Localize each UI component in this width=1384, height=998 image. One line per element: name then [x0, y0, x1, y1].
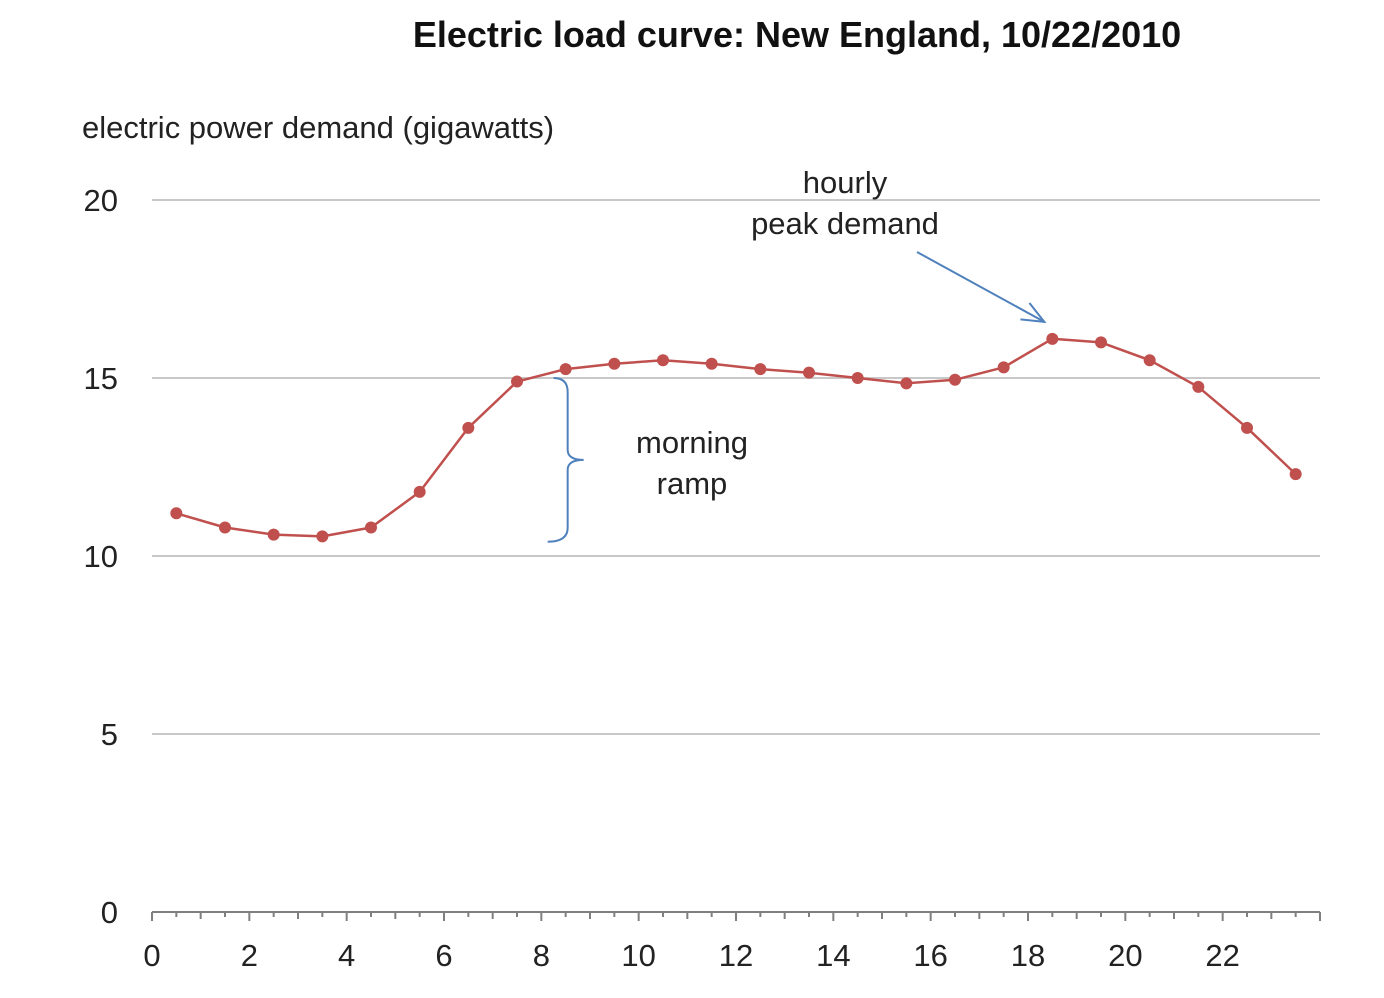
data-point-hour-6	[462, 421, 475, 434]
y-tick-label-15: 15	[84, 361, 118, 396]
x-tick-label-16: 16	[913, 938, 947, 973]
data-point-hour-4	[365, 521, 377, 534]
y-tick-label-10: 10	[84, 539, 118, 574]
x-tick-label-22: 22	[1205, 938, 1239, 973]
x-tick-label-0: 0	[143, 938, 160, 973]
x-tick-label-8: 8	[533, 938, 550, 973]
x-tick-label-6: 6	[435, 938, 452, 973]
data-point-hour-23	[1289, 468, 1302, 481]
series-demand	[170, 332, 1302, 543]
data-point-hour-2	[267, 528, 280, 541]
data-point-hour-11	[705, 357, 718, 370]
chart-title: Electric load curve: New England, 10/22/…	[413, 14, 1181, 55]
data-point-hour-13	[803, 366, 815, 379]
data-point-hour-8	[559, 363, 572, 376]
ramp-annotation-text: morning	[636, 425, 748, 460]
data-point-hour-22	[1241, 421, 1253, 434]
data-point-hour-10	[657, 354, 669, 367]
data-point-hour-1	[219, 521, 231, 534]
peak-arrow-head	[1020, 302, 1047, 324]
data-point-hour-20	[1143, 354, 1156, 367]
data-point-hour-12	[754, 363, 767, 376]
x-tick-label-14: 14	[816, 938, 850, 973]
x-tick-label-12: 12	[719, 938, 753, 973]
x-tick-label-18: 18	[1011, 938, 1045, 973]
peak-arrow-shaft	[916, 251, 1045, 323]
gridlines	[152, 199, 1320, 735]
y-tick-labels: 0 5 10 15 20	[84, 183, 118, 930]
data-point-hour-15	[900, 377, 913, 390]
peak-annotation-text: peak demand	[751, 206, 939, 241]
x-tick-labels: 0 2 4 6 8 10 12 14 16 18 20 22	[143, 938, 1240, 973]
series-line	[175, 337, 1297, 538]
x-tick-label-20: 20	[1108, 938, 1142, 973]
y-tick-label-0: 0	[101, 895, 118, 930]
data-point-hour-18	[1046, 332, 1059, 345]
x-tick-label-4: 4	[338, 938, 355, 973]
data-point-hour-7	[511, 375, 523, 388]
x-axis	[151, 911, 1321, 921]
data-point-hour-5	[413, 485, 426, 498]
data-point-hour-9	[608, 357, 621, 370]
y-tick-label-5: 5	[101, 717, 118, 752]
x-tick-label-10: 10	[621, 938, 655, 973]
y-axis-label: electric power demand (gigawatts)	[82, 110, 554, 145]
data-point-hour-14	[851, 372, 864, 384]
y-tick-label-20: 20	[84, 183, 118, 218]
data-point-hour-19	[1095, 336, 1107, 349]
ramp-annotation-text: ramp	[657, 466, 728, 501]
annotations: hourly peak demand morning ramp	[547, 165, 1047, 543]
data-point-hour-0	[170, 507, 183, 520]
x-tick-label-2: 2	[241, 938, 258, 973]
data-point-hour-3	[316, 530, 329, 543]
data-point-hour-21	[1192, 380, 1205, 393]
ramp-bracket	[547, 377, 584, 543]
data-point-hour-16	[949, 373, 961, 386]
data-point-hour-17	[997, 361, 1010, 374]
peak-annotation-text: hourly	[803, 165, 888, 200]
